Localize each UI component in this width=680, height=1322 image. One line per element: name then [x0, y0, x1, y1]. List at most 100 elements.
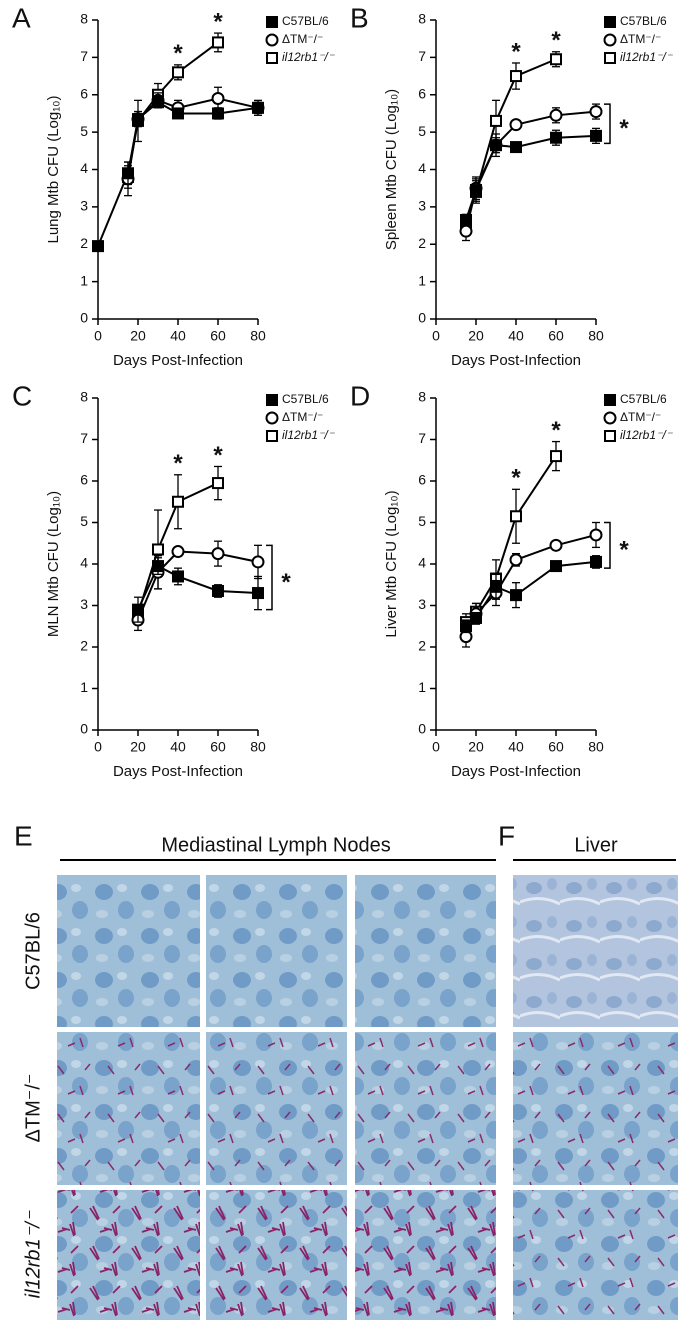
marker: [266, 52, 278, 64]
x-tick-label: 0: [432, 739, 440, 755]
x-tick-label: 40: [170, 328, 186, 344]
legend-entry: C57BL/6: [266, 14, 329, 28]
marker: [509, 118, 523, 132]
marker: [122, 167, 134, 180]
annotation: *: [173, 40, 183, 67]
marker: [172, 107, 184, 120]
marker: [490, 580, 502, 593]
marker: [132, 603, 144, 616]
row-label: ΔTM⁻/⁻: [22, 1074, 44, 1143]
legend-entry: il12rb1⁻/⁻: [604, 428, 674, 442]
legend-entry: C57BL/6: [604, 14, 667, 28]
legend-label: C57BL/6: [620, 392, 667, 406]
legend-label: C57BL/6: [620, 14, 667, 28]
y-tick-label: 3: [80, 596, 88, 612]
series-line: [465, 533, 597, 638]
marker: [470, 184, 482, 197]
marker: [590, 555, 602, 568]
micrograph: [206, 875, 347, 1027]
legend-entry: C57BL/6: [266, 392, 329, 406]
y-tick-label: 0: [80, 310, 88, 326]
marker: [459, 224, 473, 238]
x-tick-label: 0: [94, 739, 102, 755]
y-axis-label: Spleen Mtb CFU (Log₁₀): [383, 89, 400, 250]
panel-label: E: [14, 820, 33, 851]
x-tick-label: 60: [548, 328, 564, 344]
micrograph-grid: [57, 875, 678, 1320]
marker: [550, 131, 562, 144]
x-axis-label: Days Post-Infection: [451, 352, 581, 369]
marker: [152, 96, 164, 109]
marker: [266, 394, 278, 406]
marker: [604, 16, 616, 28]
marker: [152, 560, 164, 573]
marker: [603, 33, 617, 47]
legend-entry: ΔTM⁻/⁻: [603, 32, 661, 47]
x-tick-label: 20: [130, 739, 146, 755]
significance-bracket: [604, 103, 611, 145]
bacilli: [206, 1190, 347, 1320]
marker: [212, 477, 224, 490]
bacilli: [513, 1190, 678, 1320]
marker: [171, 545, 185, 559]
y-tick-label: 2: [418, 638, 426, 654]
annotation: *: [511, 465, 521, 492]
marker: [509, 553, 523, 567]
legend-label: il12rb1⁻/⁻: [620, 428, 674, 442]
marker: [604, 430, 616, 442]
marker: [549, 538, 563, 552]
x-tick-label: 60: [210, 328, 226, 344]
y-tick-label: 8: [80, 11, 88, 27]
annotation: *: [213, 442, 223, 469]
y-axis-label: Liver Mtb CFU (Log₁₀): [383, 490, 400, 637]
x-tick-label: 0: [94, 328, 102, 344]
y-axis-label: Lung Mtb CFU (Log₁₀): [45, 95, 62, 243]
marker: [510, 589, 522, 602]
marker: [603, 411, 617, 425]
y-tick-label: 3: [80, 198, 88, 214]
y-tick-label: 5: [418, 513, 426, 529]
annotation: *: [619, 537, 629, 564]
legend-label: ΔTM⁻/⁻: [620, 32, 661, 46]
x-axis-label: Days Post-Infection: [113, 352, 243, 369]
y-tick-label: 6: [80, 85, 88, 101]
marker: [490, 114, 502, 127]
y-tick-label: 0: [418, 310, 426, 326]
y-tick-label: 1: [418, 272, 426, 288]
marker: [510, 510, 522, 523]
x-tick-label: 60: [548, 739, 564, 755]
y-tick-label: 2: [418, 235, 426, 251]
row-label: C57BL/6: [22, 912, 44, 990]
bacilli: [513, 1032, 678, 1185]
x-tick-label: 40: [508, 739, 524, 755]
bacilli: [206, 1032, 347, 1185]
significance-bracket: [266, 544, 273, 611]
marker: [172, 495, 184, 508]
y-tick-label: 7: [418, 48, 426, 64]
marker: [460, 620, 472, 633]
marker: [590, 129, 602, 142]
section-title: Mediastinal Lymph Nodes: [161, 834, 390, 856]
legend-entry: ΔTM⁻/⁻: [265, 32, 323, 47]
y-tick-label: 3: [418, 596, 426, 612]
legend-label: il12rb1⁻/⁻: [282, 50, 336, 64]
marker: [550, 560, 562, 573]
legend-label: ΔTM⁻/⁻: [282, 32, 323, 46]
legend-entry: il12rb1⁻/⁻: [266, 50, 336, 64]
marker: [550, 450, 562, 463]
y-tick-label: 7: [80, 430, 88, 446]
y-tick-label: 2: [80, 235, 88, 251]
y-tick-label: 4: [418, 160, 426, 176]
legend-entry: ΔTM⁻/⁻: [603, 410, 661, 425]
x-axis-label: Days Post-Infection: [113, 763, 243, 780]
row-label: il12rb1⁻/⁻: [22, 1210, 44, 1298]
marker: [589, 528, 603, 542]
legend-label: il12rb1⁻/⁻: [620, 50, 674, 64]
marker: [251, 555, 265, 569]
legend-label: il12rb1⁻/⁻: [282, 428, 336, 442]
y-tick-label: 5: [418, 123, 426, 139]
annotation: *: [511, 38, 521, 65]
y-tick-label: 5: [80, 123, 88, 139]
marker: [490, 139, 502, 152]
x-tick-label: 20: [468, 739, 484, 755]
